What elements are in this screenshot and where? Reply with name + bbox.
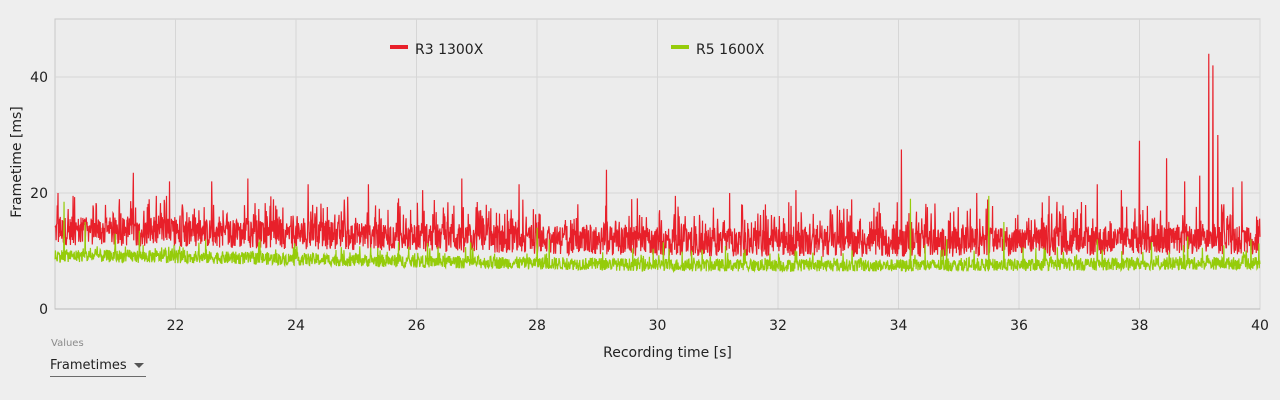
y-axis-title: Frametime [ms] [9,106,25,218]
x-tick-label: 26 [408,318,426,334]
x-tick-label: 28 [528,318,546,334]
legend-label: R5 1600X [696,42,765,58]
legend-label: R3 1300X [415,42,484,58]
x-tick-label: 36 [1010,318,1028,334]
values-selector[interactable]: Values Frametimes [50,338,146,377]
y-tick-label: 0 [39,302,48,318]
series-line-r3-1300x [54,53,1261,257]
x-tick-label: 24 [287,318,305,334]
legend[interactable]: R3 1300X R5 1600X [390,42,765,58]
legend-item[interactable]: R3 1300X [390,42,484,58]
y-tick-label: 20 [30,186,48,202]
x-axis-title: Recording time [s] [603,345,732,361]
legend-swatch [390,45,408,49]
chevron-down-icon[interactable] [134,362,144,368]
values-caption: Values [51,338,84,349]
x-tick-label: 34 [890,318,908,334]
series-layer [54,53,1261,274]
axes: 22 24 26 28 30 32 34 36 38 40 0 20 40 [30,70,1269,334]
x-tick-label: 40 [1251,318,1269,334]
legend-swatch [671,45,689,49]
legend-item[interactable]: R5 1600X [671,42,765,58]
x-tick-label: 38 [1131,318,1149,334]
values-dropdown[interactable]: Frametimes [50,354,146,377]
x-tick-label: 22 [167,318,185,334]
values-selected-option: Frametimes [50,357,127,373]
x-tick-label: 30 [649,318,667,334]
series-line-r5-1600x [54,195,1261,274]
x-tick-label: 32 [769,318,787,334]
y-tick-label: 40 [30,70,48,86]
